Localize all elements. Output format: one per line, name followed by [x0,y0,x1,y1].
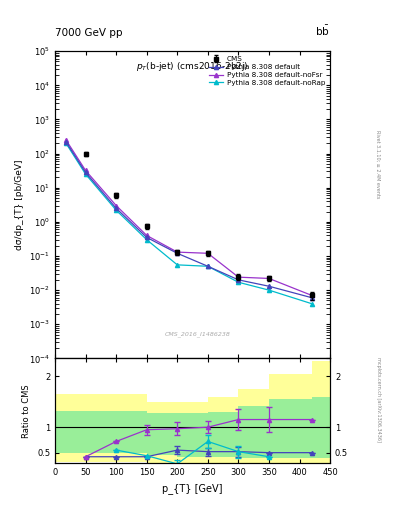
Pythia 8.308 default-noFsr [114,203,119,209]
Pythia 8.308 default-noFsr [236,274,241,280]
Pythia 8.308 default [83,169,88,176]
Pythia 8.308 default-noRap [206,263,210,269]
Text: CMS_2016_I1486238: CMS_2016_I1486238 [165,331,231,337]
Pythia 8.308 default-noRap [266,287,271,293]
Text: mcplots.cern.ch [arXiv:1306.3436]: mcplots.cern.ch [arXiv:1306.3436] [376,357,380,442]
Pythia 8.308 default-noRap [144,237,149,243]
Line: Pythia 8.308 default-noRap: Pythia 8.308 default-noRap [64,141,314,306]
Pythia 8.308 default [114,205,119,211]
Text: 7000 GeV pp: 7000 GeV pp [55,28,123,38]
Y-axis label: dσ/dp_{T} [pb/GeV]: dσ/dp_{T} [pb/GeV] [15,160,24,250]
Pythia 8.308 default [266,283,271,289]
Pythia 8.308 default [175,250,180,257]
Pythia 8.308 default [144,234,149,241]
X-axis label: p_{T} [GeV]: p_{T} [GeV] [162,483,223,494]
Pythia 8.308 default-noRap [64,140,68,146]
Pythia 8.308 default-noRap [83,171,88,177]
Pythia 8.308 default-noFsr [175,249,180,255]
Text: Rivet 3.1.10; ≥ 2.4M events: Rivet 3.1.10; ≥ 2.4M events [376,130,380,198]
Pythia 8.308 default [309,294,314,301]
Line: Pythia 8.308 default: Pythia 8.308 default [64,140,314,300]
Pythia 8.308 default-noFsr [309,292,314,298]
Pythia 8.308 default-noFsr [266,275,271,282]
Pythia 8.308 default-noFsr [144,232,149,239]
Legend: CMS, Pythia 8.308 default, Pythia 8.308 default-noFsr, Pythia 8.308 default-noRa: CMS, Pythia 8.308 default, Pythia 8.308 … [207,55,327,88]
Y-axis label: Ratio to CMS: Ratio to CMS [22,384,31,438]
Pythia 8.308 default-noRap [236,279,241,285]
Pythia 8.308 default-noRap [114,207,119,214]
Pythia 8.308 default-noRap [309,301,314,307]
Line: Pythia 8.308 default-noFsr: Pythia 8.308 default-noFsr [64,138,314,297]
Pythia 8.308 default [236,277,241,283]
Pythia 8.308 default-noFsr [64,137,68,143]
Pythia 8.308 default-noRap [175,262,180,268]
Pythia 8.308 default-noFsr [206,250,210,257]
Text: $p_{T}$(b-jet) (cms2016-2b2j): $p_{T}$(b-jet) (cms2016-2b2j) [136,60,249,73]
Pythia 8.308 default [206,263,210,269]
Pythia 8.308 default [64,139,68,145]
Pythia 8.308 default-noFsr [83,167,88,174]
Text: b$\mathdefault{\bar{b}}$: b$\mathdefault{\bar{b}}$ [316,24,330,38]
